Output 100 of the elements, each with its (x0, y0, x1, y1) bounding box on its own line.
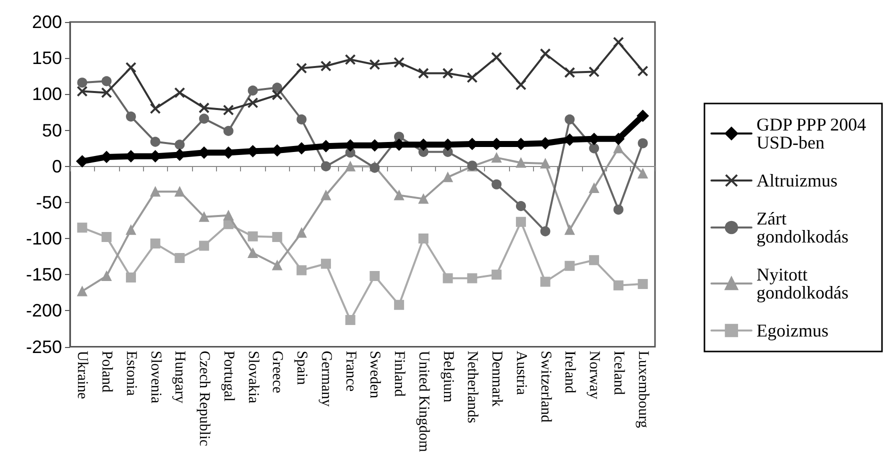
point (345, 315, 356, 326)
point (126, 272, 136, 282)
point (612, 36, 624, 48)
y-tick-label: -250 (26, 336, 62, 357)
point (125, 62, 136, 73)
point (540, 226, 550, 236)
point (174, 140, 185, 150)
point (101, 87, 112, 98)
legend-label: Nyitott gondolkodás (756, 264, 848, 302)
point (588, 66, 600, 78)
point (442, 273, 453, 284)
point (540, 48, 551, 60)
legend-label: Egoizmus (756, 320, 828, 340)
point (613, 143, 624, 154)
point (516, 216, 526, 227)
point (613, 204, 624, 215)
x-tick-label: Hungary (172, 350, 188, 404)
x-tick-label: Iceland (610, 350, 626, 396)
x-tick-label: Germany (318, 350, 334, 408)
point (272, 82, 282, 93)
point (589, 255, 600, 266)
y-tick-label: -200 (26, 300, 62, 321)
point (296, 114, 307, 124)
point (564, 260, 575, 271)
x-tick-label: France (342, 350, 358, 392)
x-tick-label: Spain (294, 350, 310, 386)
point (394, 190, 404, 200)
point (637, 66, 648, 77)
point (126, 112, 136, 122)
legend-label: Zárt gondolkodás (756, 208, 848, 246)
point (296, 62, 308, 74)
point (515, 79, 526, 90)
point (102, 271, 112, 282)
point (418, 194, 428, 204)
point (272, 232, 282, 242)
x-tick-label: Czech Republic (196, 350, 212, 446)
point (320, 190, 331, 200)
point (199, 212, 210, 222)
y-tick-label: 200 (32, 12, 62, 32)
point (199, 114, 210, 124)
point (150, 238, 160, 249)
x-tick-label: Portugal (220, 350, 236, 402)
x-tick-label: Greece (269, 350, 286, 394)
point (516, 201, 526, 212)
x-tick-label: Switzerland (537, 350, 554, 423)
point (540, 158, 550, 168)
point (564, 67, 576, 78)
point (296, 265, 307, 276)
point (345, 161, 356, 172)
y-tick-label: -100 (26, 228, 62, 249)
point (564, 114, 575, 124)
point (394, 56, 405, 68)
point (296, 228, 307, 238)
point (589, 182, 600, 193)
x-tick-label: Denmark (488, 350, 505, 408)
x-tick-label: Ireland (562, 350, 578, 394)
point (613, 280, 624, 290)
point (199, 240, 210, 251)
point (272, 89, 283, 100)
point (636, 110, 649, 122)
x-tick-label: Slovenia (147, 350, 164, 404)
point (102, 232, 112, 242)
point (174, 186, 185, 197)
point (248, 86, 258, 96)
x-tick-label: Estonia (122, 350, 139, 396)
point (394, 300, 404, 310)
point (394, 132, 404, 142)
x-tick-label: Sweden (366, 350, 383, 399)
x-tick-label: Finland (391, 350, 408, 398)
point (638, 278, 648, 289)
point (198, 102, 210, 114)
point (77, 286, 88, 296)
legend-label: Altruizmus (756, 170, 838, 190)
point (247, 97, 258, 108)
point (320, 161, 331, 172)
point (223, 210, 234, 220)
point (77, 222, 88, 233)
point (638, 168, 648, 179)
x-tick-label: Ukraine (74, 350, 90, 400)
point (589, 143, 600, 154)
point (174, 87, 186, 98)
point (564, 224, 575, 235)
point (516, 158, 526, 168)
y-tick-label: -50 (36, 192, 62, 212)
point (76, 86, 88, 97)
y-tick-label: 0 (52, 156, 62, 176)
point (174, 252, 185, 263)
point (272, 260, 282, 270)
y-tick-label: 50 (42, 120, 62, 140)
point (370, 271, 380, 282)
x-tick-label: Poland (98, 350, 115, 393)
point (369, 59, 380, 70)
point (102, 76, 112, 86)
point (492, 270, 502, 280)
point (248, 231, 258, 242)
point (540, 276, 550, 287)
point (491, 52, 502, 63)
point (466, 72, 478, 84)
point (442, 68, 454, 79)
point (77, 78, 88, 88)
